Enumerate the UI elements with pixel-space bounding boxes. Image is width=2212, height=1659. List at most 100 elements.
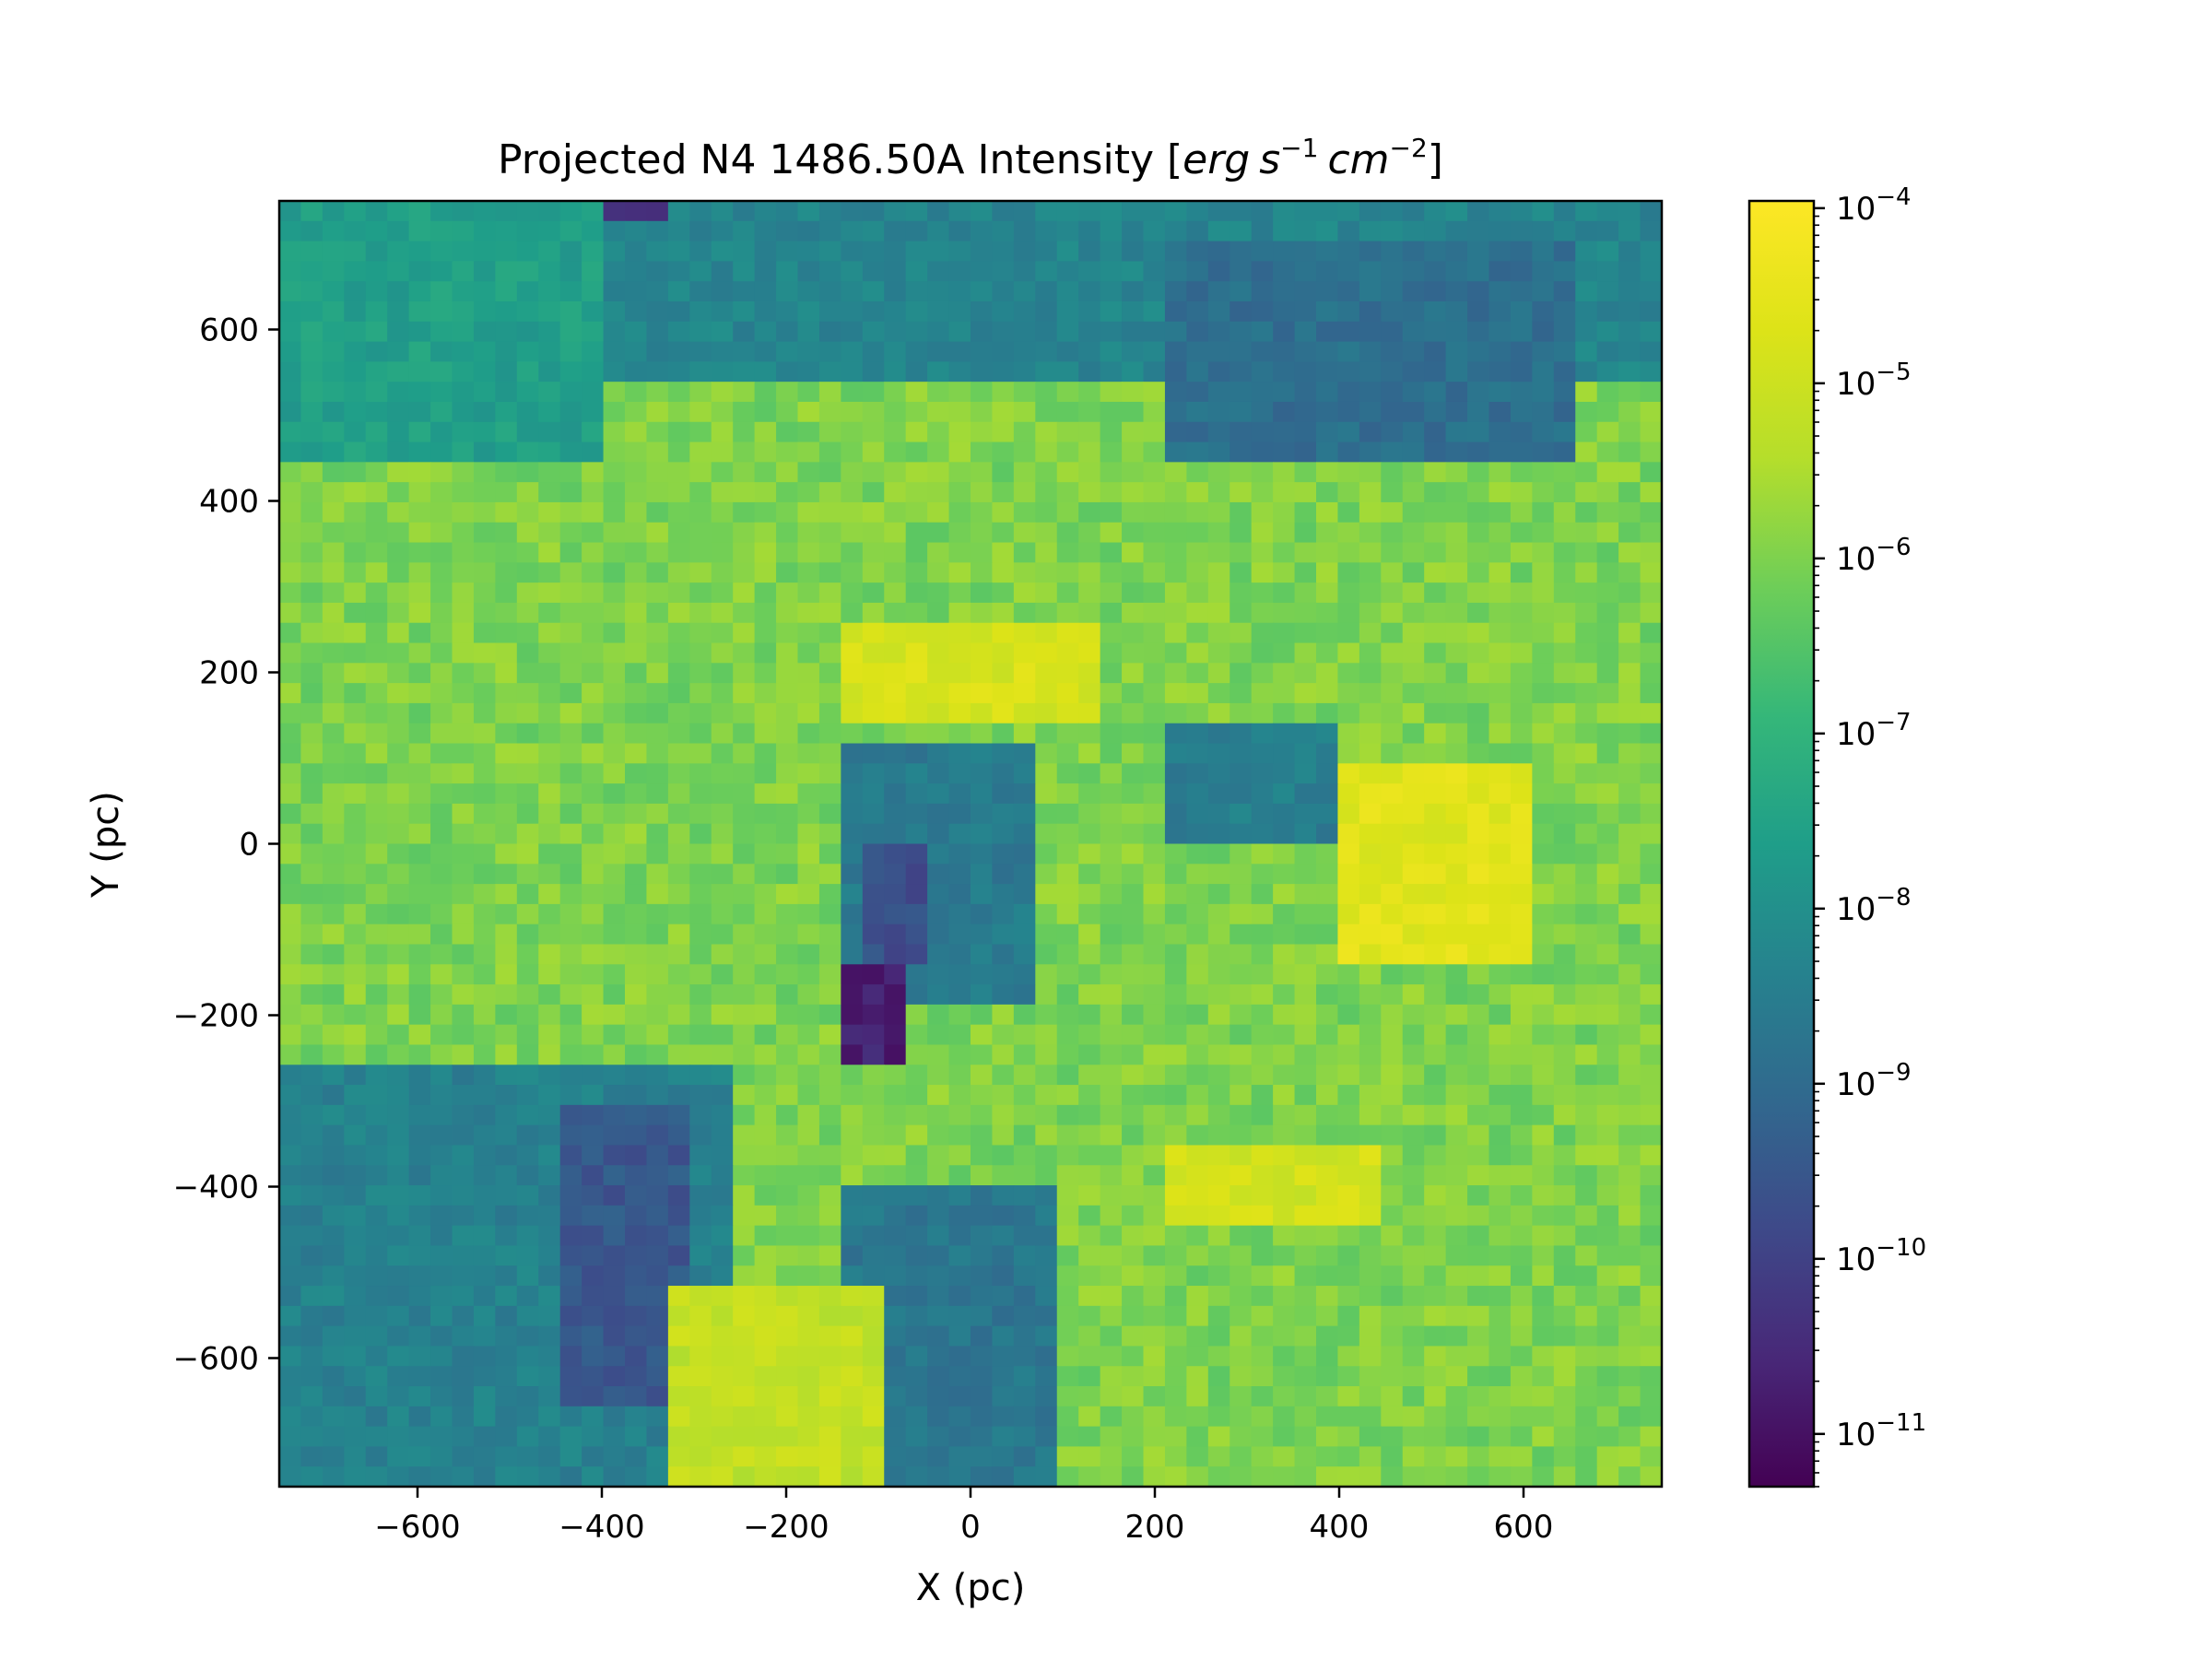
heatmap-cell bbox=[1294, 924, 1317, 946]
heatmap-cell bbox=[408, 382, 431, 403]
heatmap-cell bbox=[1381, 622, 1404, 644]
heatmap-cell bbox=[1553, 622, 1576, 644]
heatmap-cell bbox=[1013, 1386, 1036, 1407]
heatmap-cell bbox=[1100, 984, 1123, 1006]
heatmap-cell bbox=[1251, 602, 1274, 624]
heatmap-cell bbox=[1207, 683, 1230, 704]
heatmap-cell bbox=[1100, 1466, 1123, 1487]
heatmap-cell bbox=[711, 542, 734, 563]
heatmap-cell bbox=[625, 341, 648, 362]
heatmap-cell bbox=[1143, 1426, 1166, 1448]
heatmap-cell bbox=[733, 1406, 756, 1428]
heatmap-cell bbox=[1575, 823, 1598, 845]
heatmap-cell bbox=[582, 1124, 605, 1147]
heatmap-cell bbox=[1596, 1426, 1619, 1448]
heatmap-cell bbox=[1013, 220, 1036, 242]
heatmap-cell bbox=[279, 1245, 302, 1266]
heatmap-cell bbox=[495, 642, 518, 664]
heatmap-cell bbox=[905, 1286, 928, 1307]
heatmap-cell bbox=[625, 382, 648, 403]
heatmap-cell bbox=[1273, 683, 1296, 704]
heatmap-cell bbox=[1596, 421, 1619, 443]
heatmap-cell bbox=[430, 1165, 453, 1186]
heatmap-cell bbox=[1596, 1024, 1619, 1046]
heatmap-cell bbox=[1575, 1446, 1598, 1467]
heatmap-cell bbox=[1553, 602, 1576, 624]
heatmap-cell bbox=[971, 622, 994, 644]
heatmap-cell bbox=[1207, 241, 1230, 262]
heatmap-cell bbox=[430, 1245, 453, 1266]
heatmap-cell bbox=[905, 864, 928, 885]
heatmap-cell bbox=[884, 341, 907, 362]
heatmap-cell bbox=[1618, 341, 1641, 362]
heatmap-cell bbox=[948, 281, 971, 302]
heatmap-cell bbox=[387, 462, 410, 483]
heatmap-cell bbox=[473, 622, 496, 644]
heatmap-cell bbox=[905, 261, 928, 282]
heatmap-cell bbox=[1553, 1305, 1576, 1327]
heatmap-cell bbox=[711, 522, 734, 544]
heatmap-cell bbox=[1316, 281, 1339, 302]
heatmap-cell bbox=[1078, 1366, 1101, 1387]
heatmap-cell bbox=[948, 542, 971, 563]
heatmap-cell bbox=[1143, 1024, 1166, 1046]
heatmap-cell bbox=[603, 1044, 626, 1065]
heatmap-cell bbox=[1143, 1386, 1166, 1407]
heatmap-cell bbox=[1596, 1225, 1619, 1247]
heatmap-cell bbox=[1186, 1165, 1209, 1186]
heatmap-cell bbox=[430, 201, 453, 222]
heatmap-cell bbox=[1467, 1446, 1490, 1467]
heatmap-cell bbox=[1164, 944, 1187, 965]
heatmap-cell bbox=[625, 542, 648, 563]
heatmap-cell bbox=[300, 1406, 324, 1428]
heatmap-cell bbox=[1381, 241, 1404, 262]
heatmap-cell bbox=[1294, 462, 1317, 483]
heatmap-cell bbox=[689, 220, 712, 242]
heatmap-cell bbox=[1467, 1346, 1490, 1367]
heatmap-cell bbox=[1078, 1386, 1101, 1407]
heatmap-cell bbox=[430, 542, 453, 563]
heatmap-cell bbox=[776, 944, 799, 965]
heatmap-cell bbox=[862, 1265, 885, 1287]
heatmap-cell bbox=[473, 903, 496, 925]
heatmap-cell bbox=[1640, 482, 1662, 503]
heatmap-cell bbox=[862, 602, 885, 624]
heatmap-cell bbox=[1337, 281, 1360, 302]
heatmap-cell bbox=[1294, 984, 1317, 1006]
heatmap-cell bbox=[516, 964, 539, 985]
heatmap-cell bbox=[971, 1004, 994, 1026]
heatmap-cell bbox=[1316, 1406, 1339, 1428]
heatmap-cell bbox=[711, 743, 734, 764]
heatmap-cell bbox=[344, 482, 367, 503]
heatmap-cell bbox=[927, 1446, 950, 1467]
heatmap-cell bbox=[1337, 241, 1360, 262]
heatmap-cell bbox=[884, 1124, 907, 1147]
heatmap-cell bbox=[1359, 1446, 1382, 1467]
heatmap-cell bbox=[1488, 261, 1512, 282]
heatmap-cell bbox=[516, 763, 539, 784]
heatmap-cell bbox=[1596, 1004, 1619, 1026]
heatmap-cell bbox=[1100, 522, 1123, 544]
heatmap-cell bbox=[1381, 1265, 1404, 1287]
heatmap-cell bbox=[625, 823, 648, 845]
heatmap-cell bbox=[495, 1165, 518, 1186]
heatmap-cell bbox=[862, 201, 885, 222]
heatmap-cell bbox=[862, 482, 885, 503]
heatmap-cell bbox=[1251, 903, 1274, 925]
heatmap-cell bbox=[1056, 1305, 1079, 1327]
heatmap-cell bbox=[797, 1145, 820, 1166]
heatmap-cell bbox=[1078, 1085, 1101, 1106]
heatmap-cell bbox=[841, 522, 864, 544]
heatmap-cell bbox=[625, 924, 648, 946]
heatmap-cell bbox=[818, 803, 841, 825]
heatmap-cell bbox=[1488, 1366, 1512, 1387]
heatmap-cell bbox=[689, 341, 712, 362]
heatmap-cell bbox=[776, 1366, 799, 1387]
heatmap-cell bbox=[365, 642, 388, 664]
heatmap-cell bbox=[1424, 803, 1447, 825]
heatmap-cell bbox=[430, 1085, 453, 1106]
heatmap-cell bbox=[430, 321, 453, 343]
heatmap-cell bbox=[516, 1124, 539, 1147]
heatmap-cell bbox=[1596, 1124, 1619, 1147]
heatmap-cell bbox=[1294, 803, 1317, 825]
